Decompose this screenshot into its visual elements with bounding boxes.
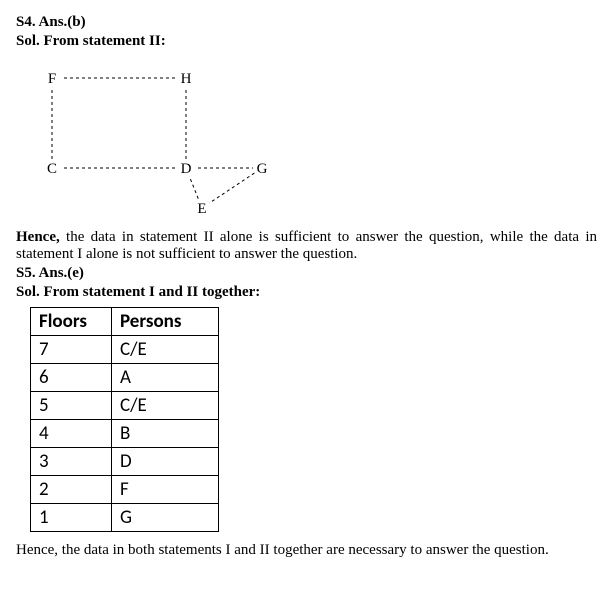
s4-conclusion-bold: Hence, (16, 229, 60, 245)
diagram-node-label: G (257, 161, 268, 177)
table-cell: 1 (31, 504, 112, 532)
diagram-node-label: D (181, 161, 192, 177)
table-cell: C/E (112, 392, 219, 420)
table-cell: 2 (31, 476, 112, 504)
table-row: 6A (31, 364, 219, 392)
table-cell: A (112, 364, 219, 392)
diagram-edge (202, 168, 262, 208)
table-cell: F (112, 476, 219, 504)
table-cell: 7 (31, 336, 112, 364)
table-row: 4B (31, 420, 219, 448)
table-row: 3D (31, 448, 219, 476)
s4-conclusion: Hence, the data in statement II alone is… (16, 229, 597, 263)
floors-table: FloorsPersons 7C/E6A5C/E4B3D2F1G (30, 307, 219, 532)
table-cell: 5 (31, 392, 112, 420)
s4-header: S4. Ans.(b) (16, 14, 597, 31)
table-cell: 4 (31, 420, 112, 448)
diagram-node-label: E (197, 201, 206, 216)
diagram-node-label: F (48, 71, 56, 87)
table-header-cell: Persons (112, 308, 219, 336)
table-row: 7C/E (31, 336, 219, 364)
table-row: 2F (31, 476, 219, 504)
table-cell: C/E (112, 336, 219, 364)
table-cell: 3 (31, 448, 112, 476)
table-cell: B (112, 420, 219, 448)
s5-sol-label: Sol. From statement I and II together: (16, 284, 597, 301)
diagram-node-label: C (47, 161, 57, 177)
s4-conclusion-text: the data in statement II alone is suffic… (16, 229, 597, 262)
table-header-cell: Floors (31, 308, 112, 336)
table-row: 5C/E (31, 392, 219, 420)
table-cell: 6 (31, 364, 112, 392)
diagram-node-label: H (181, 71, 192, 87)
statement-diagram: F H C D G E (16, 56, 276, 216)
table-row: 1G (31, 504, 219, 532)
s5-conclusion: Hence, the data in both statements I and… (16, 542, 597, 559)
table-cell: D (112, 448, 219, 476)
s5-header: S5. Ans.(e) (16, 265, 597, 282)
s4-sol-label: Sol. From statement II: (16, 33, 597, 50)
diagram-container: F H C D G E (16, 56, 597, 221)
table-cell: G (112, 504, 219, 532)
